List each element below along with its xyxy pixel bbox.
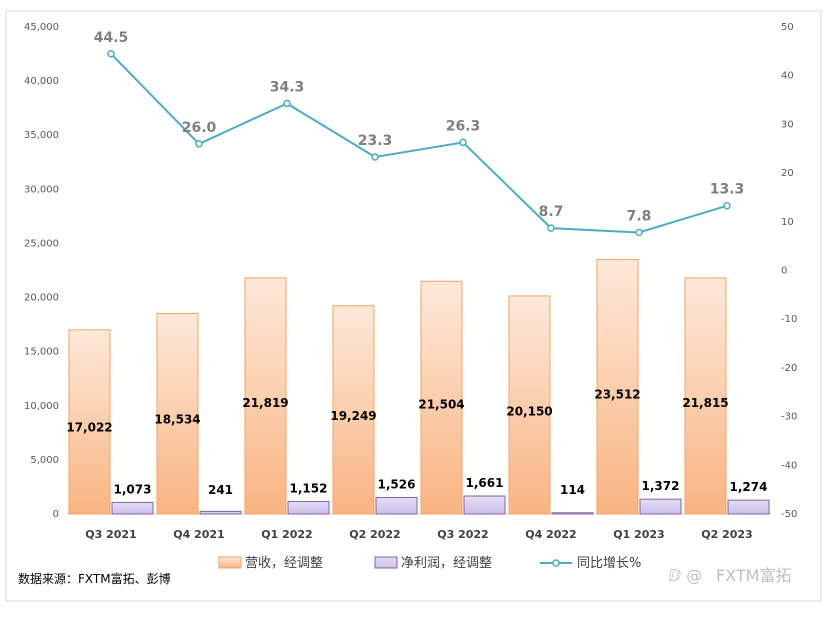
revenue-bar <box>244 277 287 515</box>
y-right-tick-label: -10 <box>781 314 797 325</box>
y-right-tick-label: -30 <box>781 412 797 423</box>
growth-point-label: 13.3 <box>710 182 745 198</box>
revenue-bar-label: 23,512 <box>594 387 640 401</box>
revenue-bar <box>332 305 375 515</box>
revenue-bar <box>420 280 463 515</box>
profit-bar-label: 1,661 <box>466 476 504 490</box>
revenue-bar <box>156 312 199 515</box>
x-tick-label: Q1 2023 <box>613 528 664 541</box>
growth-point-label: 8.7 <box>539 204 564 220</box>
revenue-bar <box>684 277 727 515</box>
profit-bar <box>287 501 330 515</box>
watermark: ⅅ @ FXTM富拓 <box>668 566 791 585</box>
y-left-tick-label: 5,000 <box>30 455 59 466</box>
y-right-tick-label: -20 <box>781 363 797 374</box>
y-right-tick-label: -50 <box>781 509 797 520</box>
growth-point <box>723 201 731 210</box>
profit-bar-label: 114 <box>560 483 585 497</box>
revenue-bar-label: 21,819 <box>242 396 288 410</box>
x-tick-label: Q2 2022 <box>349 528 400 541</box>
bars: 17,022 1,073 18,534 241 21,819 1,152 19,249 1,5… <box>66 259 770 515</box>
y-right-tick-label: 10 <box>781 217 794 228</box>
legend-growth-label: 同比增长% <box>577 556 641 571</box>
growth-point <box>283 99 291 108</box>
source-note: 数据来源：FXTM富拓、彭博 <box>18 571 171 586</box>
legend-revenue-label: 营收，经调整 <box>245 556 323 571</box>
legend-revenue-swatch <box>218 556 242 569</box>
watermark-glyph: ⅅ @ <box>668 566 702 585</box>
legend-profit-label: 净利润，经调整 <box>401 556 492 571</box>
profit-bar <box>727 499 770 515</box>
revenue-bar-label: 17,022 <box>66 420 112 434</box>
revenue-bar-label: 20,150 <box>506 405 552 419</box>
y-right-tick-label: 40 <box>781 71 794 82</box>
profit-bar-label: 1,073 <box>114 482 152 496</box>
y-left-tick-label: 0 <box>53 509 59 520</box>
growth-point <box>547 224 555 232</box>
revenue-bar <box>596 259 639 515</box>
x-tick-label: Q4 2021 <box>173 528 224 541</box>
y-right-tick-label: 0 <box>781 266 787 277</box>
profit-bar-label: 1,372 <box>642 479 680 493</box>
growth-line <box>110 53 728 234</box>
x-tick-label: Q4 2022 <box>525 528 576 541</box>
growth-point <box>195 140 203 148</box>
y-right-tick-label: 30 <box>781 119 794 130</box>
profit-bar <box>551 512 594 515</box>
growth-point <box>459 138 467 147</box>
x-tick-label: Q1 2022 <box>261 528 312 541</box>
growth-point-label: 7.8 <box>627 209 652 225</box>
revenue-bar <box>68 329 111 515</box>
y-axis-left: 0 5,000 10,000 15,000 20,000 25,000 30,000 35,0… <box>24 22 59 520</box>
profit-bar <box>199 510 242 515</box>
y-left-tick-label: 45,000 <box>24 22 59 33</box>
revenue-bar-label: 18,534 <box>154 413 200 427</box>
y-right-tick-label: 20 <box>781 168 794 179</box>
profit-bar-label: 1,274 <box>730 480 768 494</box>
growth-point-label: 26.0 <box>182 120 217 136</box>
y-left-tick-label: 40,000 <box>24 76 59 87</box>
profit-bar <box>639 498 682 515</box>
growth-point <box>107 50 115 58</box>
profit-bar <box>111 501 154 515</box>
growth-point-label: 26.3 <box>446 118 481 134</box>
revenue-bar-label: 21,815 <box>682 396 728 410</box>
legend-growth-swatch-marker <box>552 559 560 567</box>
growth-point-label: 34.3 <box>270 79 305 95</box>
legend-profit-swatch <box>374 556 398 569</box>
y-left-tick-label: 20,000 <box>24 293 59 304</box>
x-tick-label: Q3 2022 <box>437 528 488 541</box>
y-right-tick-label: -40 <box>781 460 797 471</box>
legend: 营收，经调整 净利润，经调整 同比增长% <box>218 556 641 571</box>
y-left-tick-label: 35,000 <box>24 130 59 141</box>
growth-point <box>635 228 643 237</box>
revenue-bar-label: 21,504 <box>418 398 464 412</box>
revenue-bar <box>508 295 551 515</box>
y-left-tick-label: 15,000 <box>24 347 59 358</box>
y-left-tick-label: 10,000 <box>24 401 59 412</box>
profit-bar <box>375 496 418 515</box>
watermark-text: FXTM富拓 <box>716 566 791 585</box>
growth-point <box>371 153 379 161</box>
profit-bar-label: 1,526 <box>378 477 416 491</box>
growth-point-label: 44.5 <box>94 30 129 46</box>
y-axis-right: -50 -40 -30 -20 -10 0 10 20 30 40 50 <box>781 22 797 520</box>
line-series: 44.5 26.0 34.3 23.3 26.3 8.7 7.8 13.3 <box>94 30 745 237</box>
y-left-tick-label: 30,000 <box>24 184 59 195</box>
x-tick-label: Q2 2023 <box>701 528 752 541</box>
y-left-tick-label: 25,000 <box>24 238 59 249</box>
x-axis: Q3 2021 Q4 2021 Q1 2022 Q2 2022 Q3 2022 Q4 20… <box>85 528 752 541</box>
growth-point-label: 23.3 <box>358 133 393 149</box>
x-tick-label: Q3 2021 <box>85 528 136 541</box>
profit-bar <box>463 495 506 515</box>
profit-bar-label: 1,152 <box>290 482 328 496</box>
y-right-tick-label: 50 <box>781 22 794 33</box>
revenue-bar-label: 19,249 <box>330 409 376 423</box>
profit-bar-label: 241 <box>208 483 233 497</box>
